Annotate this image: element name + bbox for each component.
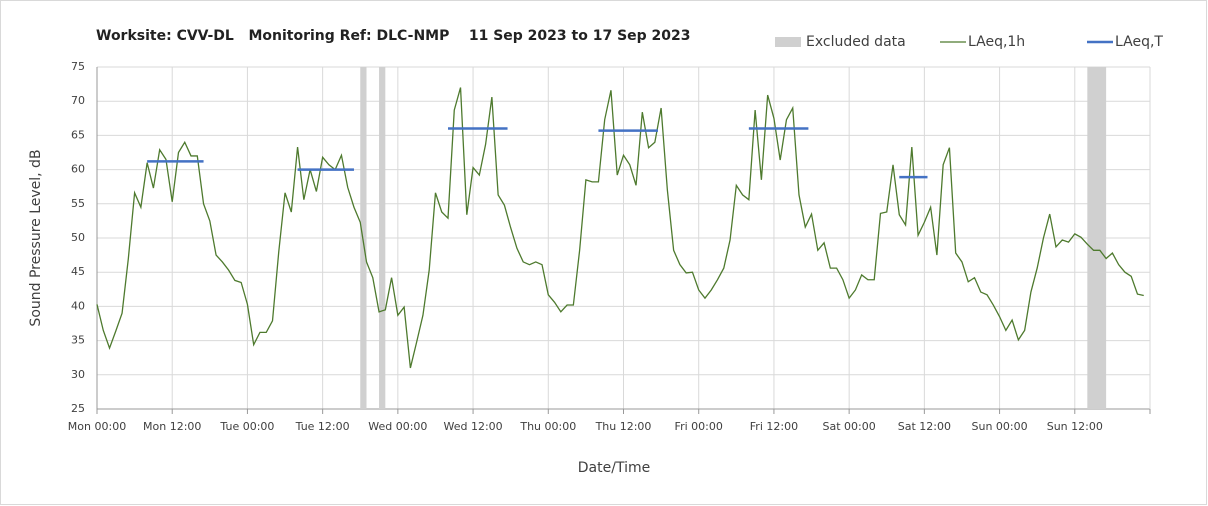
x-tick-label: Mon 00:00 [68,420,126,433]
x-tick-label: Fri 00:00 [675,420,723,433]
y-tick-label: 40 [71,299,85,312]
x-tick-label: Wed 12:00 [443,420,502,433]
x-tick-label: Sat 00:00 [823,420,876,433]
y-tick-label: 65 [71,128,85,141]
excluded-band [379,67,386,409]
line-series [96,87,1144,369]
y-tick-label: 75 [71,60,85,73]
x-tick-label: Tue 12:00 [295,420,350,433]
legend-label: LAeq,T [1115,34,1163,50]
x-tick-label: Sun 00:00 [972,420,1028,433]
x-axis-label: Date/Time [578,460,650,476]
x-tick-label: Tue 00:00 [219,420,274,433]
legend-label: Excluded data [806,34,906,50]
x-tick-label: Fri 12:00 [750,420,798,433]
y-tick-label: 45 [71,265,85,278]
y-tick-label: 30 [71,368,85,381]
y-tick-label: 50 [71,231,85,244]
x-tick-label: Wed 00:00 [368,420,427,433]
y-tick-label: 70 [71,94,85,107]
y-axis-label: Sound Pressure Level, dB [28,149,44,326]
legend-label: LAeq,1h [968,34,1025,50]
x-tick-label: Mon 12:00 [143,420,201,433]
x-tick-label: Thu 12:00 [595,420,652,433]
y-tick-label: 35 [71,334,85,347]
legend-swatch [775,37,801,47]
y-tick-label: 25 [71,402,85,415]
x-tick-label: Thu 00:00 [519,420,576,433]
x-tick-label: Sat 12:00 [898,420,951,433]
y-tick-label: 55 [71,197,85,210]
y-tick-label: 60 [71,163,85,176]
excluded-band [1087,67,1107,409]
chart-title: Worksite: CVV-DL Monitoring Ref: DLC-NMP… [96,28,691,44]
x-tick-label: Sun 12:00 [1047,420,1103,433]
